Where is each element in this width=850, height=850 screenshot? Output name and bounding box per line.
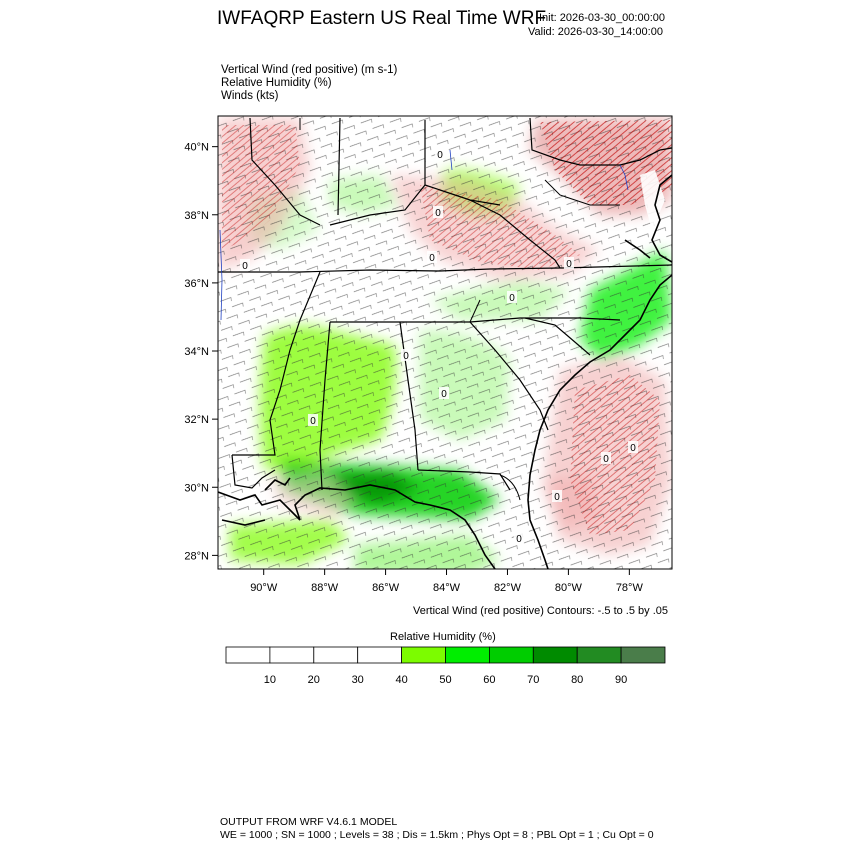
colorbar-label: 40: [395, 674, 408, 686]
contour-label-box: [433, 206, 443, 218]
colorbar-bin: [357, 646, 403, 664]
variable-vertical-wind: Vertical Wind (red positive) (m s-1): [221, 64, 398, 76]
contour-label-box: [427, 251, 437, 263]
contour-label: 0: [429, 253, 435, 264]
contour-label: 0: [435, 208, 441, 219]
init-time: Init: 2026-03-30_00:00:00: [539, 12, 665, 24]
colorbar-bin: [313, 646, 359, 664]
colorbar-title: Relative Humidity (%): [390, 631, 496, 643]
contour-label-box: [439, 387, 449, 399]
contour-label: 0: [437, 150, 443, 161]
lon-tick-label: 86°W: [372, 582, 400, 594]
colorbar-bin: [225, 646, 271, 664]
colorbar-label: 70: [527, 674, 540, 686]
contour-label-box: [435, 148, 445, 160]
colorbar-bin: [532, 646, 578, 664]
colorbar-bin: [488, 646, 534, 664]
colorbar-bin: [620, 646, 666, 664]
colorbar-label: 10: [263, 674, 277, 686]
contour-label-box: [601, 452, 611, 464]
contour-label: 0: [516, 534, 522, 545]
footer-model: OUTPUT FROM WRF V4.6.1 MODEL: [220, 816, 398, 828]
lon-tick-label: 78°W: [616, 582, 644, 594]
colorbar-label: 20: [307, 674, 320, 686]
lat-tick-label: 40°N: [184, 142, 209, 154]
lon-tick-label: 80°W: [555, 582, 583, 594]
contour-label-box: [308, 414, 318, 426]
state-boundaries: [218, 117, 672, 501]
contour-label-box: [514, 532, 524, 544]
colorbar-label: 80: [571, 674, 584, 686]
contour-labels: 0 0 0 0 0 0 0 0 0 0 0 0 0: [240, 148, 638, 545]
contour-note: Vertical Wind (red positive) Contours: -…: [413, 605, 668, 617]
plot-title: IWFAQRP Eastern US Real Time WRF: [217, 8, 547, 29]
map-frame: [217, 115, 673, 570]
water-bodies: [640, 170, 665, 230]
contour-label: 0: [566, 259, 572, 270]
contour-label: 0: [441, 389, 447, 400]
coastline: [218, 174, 672, 569]
contour-label-box: [628, 441, 638, 453]
lon-tick-label: 84°W: [433, 582, 461, 594]
humidity-colorbar: [225, 646, 666, 664]
variable-winds: Winds (kts): [221, 90, 279, 102]
contour-label: 0: [310, 416, 316, 427]
lat-tick-label: 28°N: [184, 550, 209, 562]
contour-label-box: [564, 257, 574, 269]
contour-label-box: [401, 349, 411, 361]
lon-tick-label: 90°W: [250, 582, 278, 594]
colorbar-bin: [445, 646, 490, 664]
latitude-axis: 40°N 38°N 36°N 34°N 32°N 30°N 28°N: [184, 142, 218, 562]
lat-tick-label: 38°N: [184, 210, 209, 222]
rivers: [219, 149, 629, 321]
contour-label: 0: [630, 443, 636, 454]
colorbar-bin: [576, 646, 622, 664]
colorbar-bin: [269, 646, 315, 664]
lon-tick-label: 88°W: [311, 582, 339, 594]
lat-tick-label: 32°N: [184, 414, 209, 426]
colorbar-bin: [401, 646, 446, 664]
contour-label: 0: [554, 492, 560, 503]
contour-label-box: [507, 291, 517, 303]
variable-relative-humidity: Relative Humidity (%): [221, 77, 332, 89]
map-plot-area: 0 0 0 0 0 0 0 0 0 0 0 0 0: [218, 116, 672, 569]
colorbar-label: 30: [351, 674, 364, 686]
colorbar-label: 50: [439, 674, 452, 686]
lat-tick-label: 34°N: [184, 346, 209, 358]
lat-tick-label: 30°N: [184, 482, 209, 494]
colorbar-label: 60: [483, 674, 496, 686]
contour-label-box: [240, 259, 250, 271]
contour-label: 0: [403, 351, 409, 362]
longitude-axis: 90°W 88°W 86°W 84°W 82°W 80°W 78°W: [250, 569, 643, 594]
contour-label: 0: [603, 454, 609, 465]
lat-tick-label: 36°N: [184, 278, 209, 290]
valid-time: Valid: 2026-03-30_14:00:00: [528, 26, 663, 38]
contour-label: 0: [509, 293, 515, 304]
contour-label-box: [552, 490, 562, 502]
lon-tick-label: 82°W: [494, 582, 522, 594]
footer-options: WE = 1000 ; SN = 1000 ; Levels = 38 ; Di…: [220, 829, 654, 841]
colorbar-label: 90: [614, 674, 628, 686]
contour-label: 0: [242, 261, 248, 272]
